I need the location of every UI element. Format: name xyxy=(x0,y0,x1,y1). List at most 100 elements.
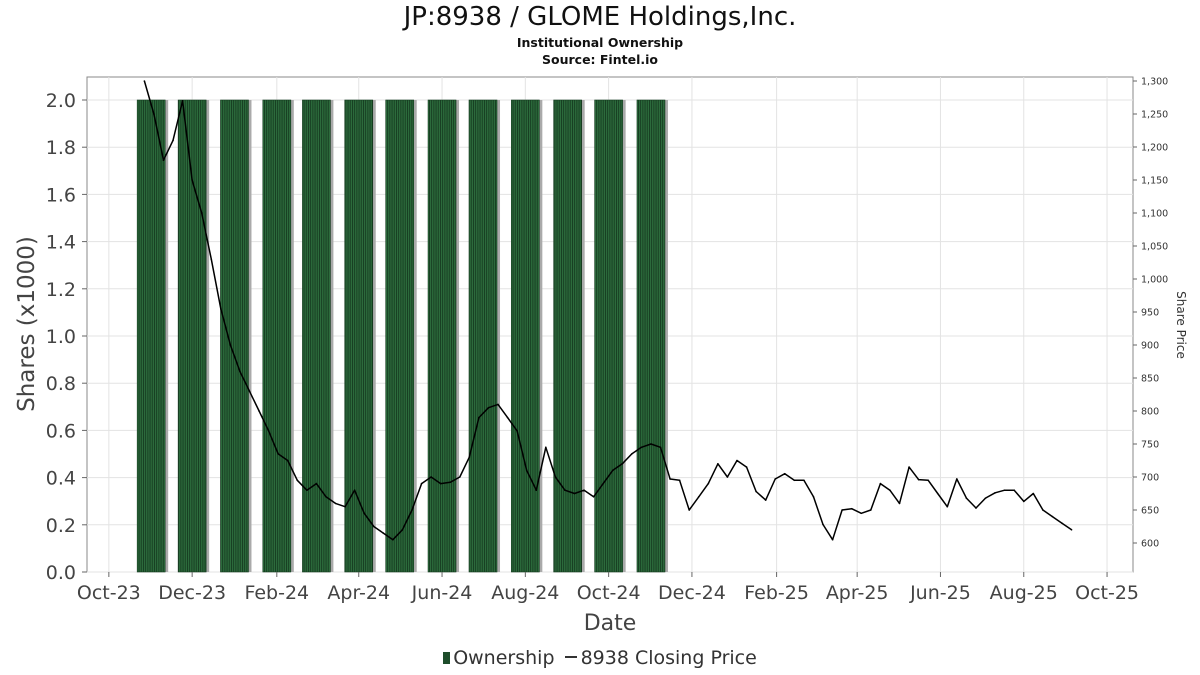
price-point xyxy=(602,482,604,485)
ownership-bar xyxy=(302,99,331,573)
price-point xyxy=(392,538,394,541)
price-point xyxy=(669,478,671,480)
x-tick-label: Feb-25 xyxy=(744,582,809,604)
x-tick-label: Oct-24 xyxy=(577,582,641,604)
price-point xyxy=(239,370,241,373)
price-point xyxy=(640,446,643,449)
price-point xyxy=(850,507,853,510)
price-line-icon xyxy=(564,656,577,658)
y-tick-label: 1.4 xyxy=(46,232,76,254)
price-point xyxy=(621,463,624,465)
ownership-bar xyxy=(427,99,457,573)
ownership-swatch-icon xyxy=(443,652,451,664)
price-point xyxy=(181,100,184,102)
y2-tick-label: 850 xyxy=(1141,374,1159,385)
y2-tick-label: 1,200 xyxy=(1141,143,1168,154)
price-point xyxy=(994,492,996,494)
price-point xyxy=(1003,489,1006,492)
price-point xyxy=(831,538,834,541)
price-point xyxy=(898,502,901,505)
price-point xyxy=(439,482,442,485)
price-point xyxy=(210,258,213,261)
price-point xyxy=(908,466,910,468)
price-point xyxy=(525,469,528,472)
y-tick-label: 1.8 xyxy=(46,137,76,159)
price-point xyxy=(420,482,423,485)
price-point xyxy=(487,406,490,409)
x-tick-label: Apr-25 xyxy=(826,582,889,604)
price-point xyxy=(774,478,777,480)
price-line-group xyxy=(143,80,1073,541)
price-point xyxy=(1022,500,1025,503)
price-point xyxy=(468,456,471,459)
price-point xyxy=(334,502,337,505)
price-point xyxy=(917,478,920,481)
price-point xyxy=(315,482,318,485)
price-point xyxy=(458,476,461,478)
y2-tick-label: 800 xyxy=(1141,407,1159,418)
chart-title: JP:8938 / GLOME Holdings,Inc. xyxy=(403,2,797,32)
price-point xyxy=(430,476,432,478)
price-point xyxy=(325,496,327,498)
price-point xyxy=(535,489,538,492)
axes: Oct-23 Dec-23 Feb-24 Apr-24 Jun-24 Aug-24 Oct-… xyxy=(46,77,1168,605)
y-tick-label: 0.4 xyxy=(46,468,76,490)
x-tick-label: Dec-23 xyxy=(158,582,226,604)
ownership-bar xyxy=(594,99,623,573)
x-tick-label: Jun-24 xyxy=(411,582,473,604)
price-point xyxy=(956,478,958,480)
price-point xyxy=(650,443,652,445)
price-point xyxy=(564,489,566,492)
legend-item-ownership: Ownership xyxy=(443,647,555,669)
y2-tick-label: 750 xyxy=(1141,440,1159,451)
price-point xyxy=(554,476,557,478)
price-point xyxy=(870,509,872,511)
y2-tick-label: 950 xyxy=(1141,308,1159,319)
price-point xyxy=(545,446,547,449)
chart-subtitle: Institutional Ownership xyxy=(516,35,684,50)
y2-tick-label: 700 xyxy=(1141,473,1159,484)
price-point xyxy=(162,159,165,161)
ownership-bar xyxy=(136,99,166,573)
legend-label-ownership: Ownership xyxy=(453,647,555,669)
price-point xyxy=(153,113,155,115)
price-point xyxy=(382,532,385,534)
y-tick-label: 0.2 xyxy=(46,515,76,537)
price-point xyxy=(889,489,891,492)
ownership-bar xyxy=(553,99,582,573)
ownership-bar xyxy=(177,99,207,573)
price-point xyxy=(793,479,796,482)
x-tick-label: Oct-23 xyxy=(77,582,141,604)
y-axis-label: Shares (x1000) xyxy=(14,236,40,412)
price-point xyxy=(764,499,767,501)
x-tick-label: Apr-24 xyxy=(327,582,390,604)
price-point xyxy=(1061,522,1063,524)
y-tick-label: 1.6 xyxy=(46,184,76,206)
chart-source: Source: Fintel.io xyxy=(542,52,658,67)
price-point xyxy=(248,390,251,393)
price-point xyxy=(879,482,882,485)
price-point xyxy=(229,344,232,346)
price-point xyxy=(688,509,691,511)
ownership-bar xyxy=(636,99,666,573)
price-point xyxy=(946,505,949,508)
x-tick-label: Oct-25 xyxy=(1075,582,1139,604)
legend-label-price: 8938 Closing Price xyxy=(580,647,757,669)
price-point xyxy=(172,139,174,142)
price-point xyxy=(783,472,786,475)
price-point xyxy=(372,525,375,528)
legend: Ownership 8938 Closing Price xyxy=(0,647,1200,669)
price-point xyxy=(516,430,518,432)
y2-tick-label: 1,100 xyxy=(1141,209,1168,220)
price-point xyxy=(191,179,193,181)
price-point xyxy=(975,507,977,509)
price-line xyxy=(143,80,1073,541)
price-point xyxy=(841,509,843,511)
x-tick-label: Aug-25 xyxy=(990,582,1058,604)
price-point xyxy=(306,489,308,492)
x-axis-label: Date xyxy=(584,611,637,636)
x-tick-label: Aug-24 xyxy=(491,582,559,604)
ownership-bar xyxy=(220,99,249,573)
legend-item-price: 8938 Closing Price xyxy=(564,647,757,669)
y2-tick-label: 1,250 xyxy=(1141,110,1168,121)
